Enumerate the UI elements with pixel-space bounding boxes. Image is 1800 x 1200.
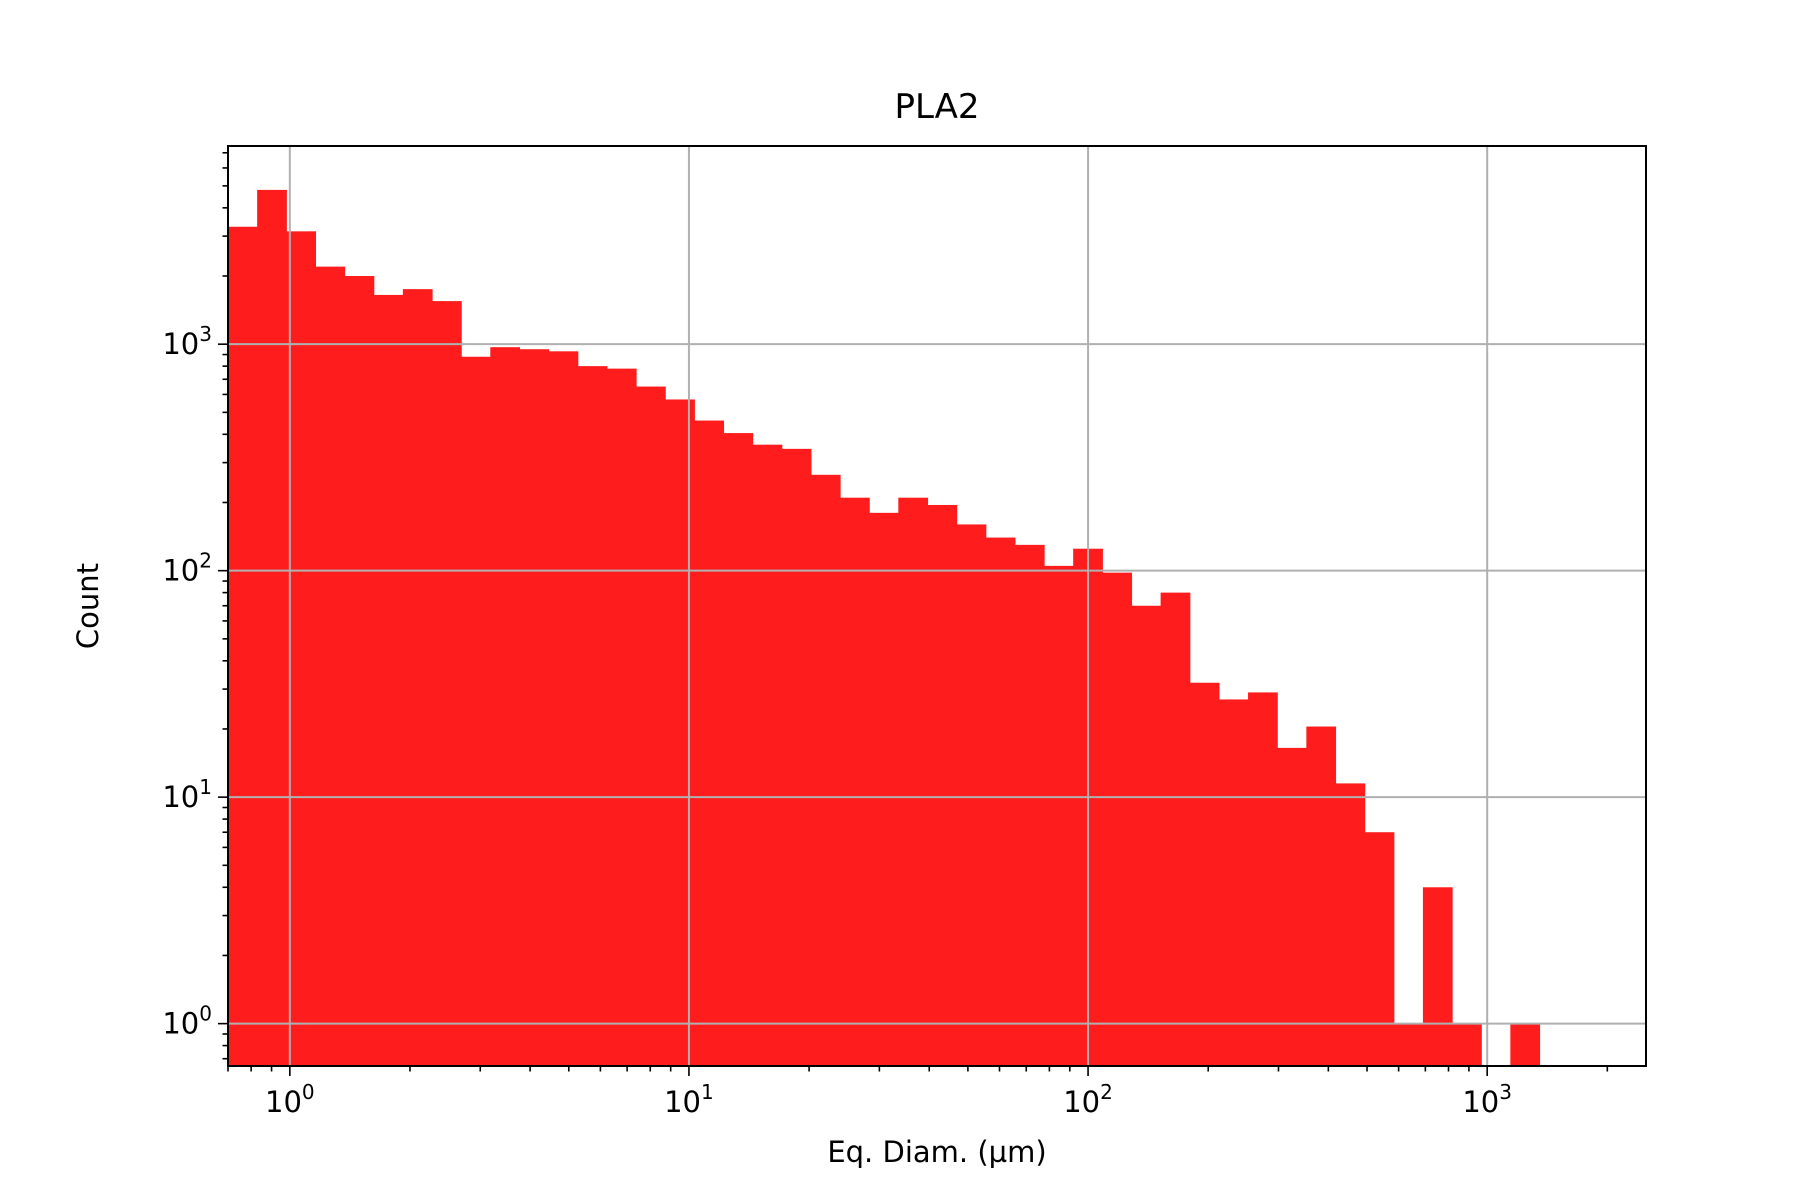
histogram-bar: [548, 351, 579, 1066]
x-axis-label: Eq. Diam. (µm): [827, 1135, 1046, 1169]
histogram-bar: [781, 448, 812, 1066]
histogram-bar: [985, 537, 1016, 1066]
tick-labels: 100 101 102 103 100 101 102 103: [162, 322, 1512, 1119]
histogram-bar: [810, 474, 841, 1066]
bars-group: [228, 189, 1541, 1067]
histogram-bar: [869, 512, 899, 1066]
histogram-bar: [344, 276, 375, 1066]
histogram-bar: [927, 504, 958, 1067]
histogram-bar: [1422, 887, 1453, 1066]
histogram-bar: [1277, 747, 1307, 1066]
x-tick-label: 102: [1063, 1080, 1113, 1119]
histogram-bar: [956, 524, 987, 1066]
histogram-bar: [1131, 605, 1162, 1066]
y-tick-label: 102: [162, 549, 212, 588]
histogram-bar: [432, 301, 462, 1067]
histogram-bar: [1248, 692, 1278, 1066]
y-axis-label: Count: [71, 563, 105, 649]
histogram-bar: [257, 189, 287, 1066]
x-tick-label: 100: [265, 1080, 315, 1119]
histogram-bar: [1044, 565, 1074, 1066]
histogram-bar: [1510, 1023, 1541, 1066]
histogram-bar: [1218, 699, 1249, 1066]
grid-lines: [228, 146, 1646, 1066]
histogram-bar: [665, 399, 695, 1067]
histogram-bar: [694, 420, 725, 1066]
histogram-bar: [1393, 1023, 1424, 1066]
histogram-bar: [228, 226, 258, 1066]
histogram-bar: [752, 444, 783, 1066]
histogram-bar: [490, 347, 521, 1066]
histogram-bar: [1014, 544, 1045, 1066]
histogram-bar: [1364, 832, 1395, 1066]
x-tick-label: 103: [1462, 1080, 1512, 1119]
histogram-bar: [373, 294, 404, 1066]
histogram-bar: [606, 368, 637, 1066]
y-tick-label: 103: [162, 322, 212, 361]
histogram-bar: [1189, 682, 1220, 1066]
histogram-bar: [315, 266, 346, 1066]
histogram-bar: [723, 433, 754, 1067]
histogram-bar: [1335, 783, 1366, 1066]
histogram-bar: [461, 356, 491, 1066]
histogram-bar: [840, 497, 870, 1066]
chart-title: PLA2: [894, 87, 979, 127]
y-tick-label: 101: [162, 775, 212, 814]
histogram-bar: [636, 386, 666, 1066]
y-tick-label: 100: [162, 1002, 212, 1041]
histogram-bar: [1452, 1023, 1482, 1066]
x-tick-label: 101: [664, 1080, 714, 1119]
histogram-bar: [1102, 572, 1133, 1066]
histogram-bar: [1160, 592, 1191, 1066]
histogram-bar: [402, 289, 433, 1066]
histogram-bar: [286, 231, 317, 1066]
histogram-bar: [577, 366, 608, 1066]
axis-ticks: [218, 151, 1609, 1076]
histogram-bar: [519, 349, 550, 1067]
histogram-bar: [898, 497, 929, 1066]
histogram-bar: [1306, 726, 1337, 1066]
